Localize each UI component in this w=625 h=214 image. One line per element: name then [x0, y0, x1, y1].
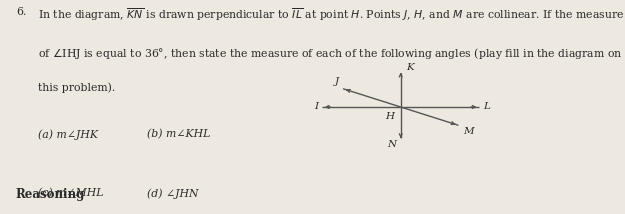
Text: M: M: [463, 127, 474, 136]
Text: J: J: [335, 77, 339, 86]
Text: this problem).: this problem).: [38, 83, 115, 93]
Text: (d) ∠JHN: (d) ∠JHN: [147, 188, 198, 199]
Text: (a) m∠JHK: (a) m∠JHK: [38, 129, 98, 140]
Text: N: N: [387, 140, 396, 149]
Text: I: I: [314, 102, 318, 111]
Text: 6.: 6.: [16, 7, 26, 17]
Text: L: L: [483, 102, 490, 111]
Text: (c) m∠MHL: (c) m∠MHL: [38, 188, 103, 199]
Text: In the diagram, $\overline{KN}$ is drawn perpendicular to $\overline{IL}$ at poi: In the diagram, $\overline{KN}$ is drawn…: [38, 7, 624, 23]
Text: K: K: [406, 62, 414, 71]
Text: (b) m∠KHL: (b) m∠KHL: [147, 129, 210, 140]
Text: Reasoning: Reasoning: [16, 188, 85, 201]
Text: of $\angle$IHJ is equal to 36°, then state the measure of each of the following : of $\angle$IHJ is equal to 36°, then sta…: [38, 46, 622, 61]
Text: H: H: [385, 112, 394, 121]
